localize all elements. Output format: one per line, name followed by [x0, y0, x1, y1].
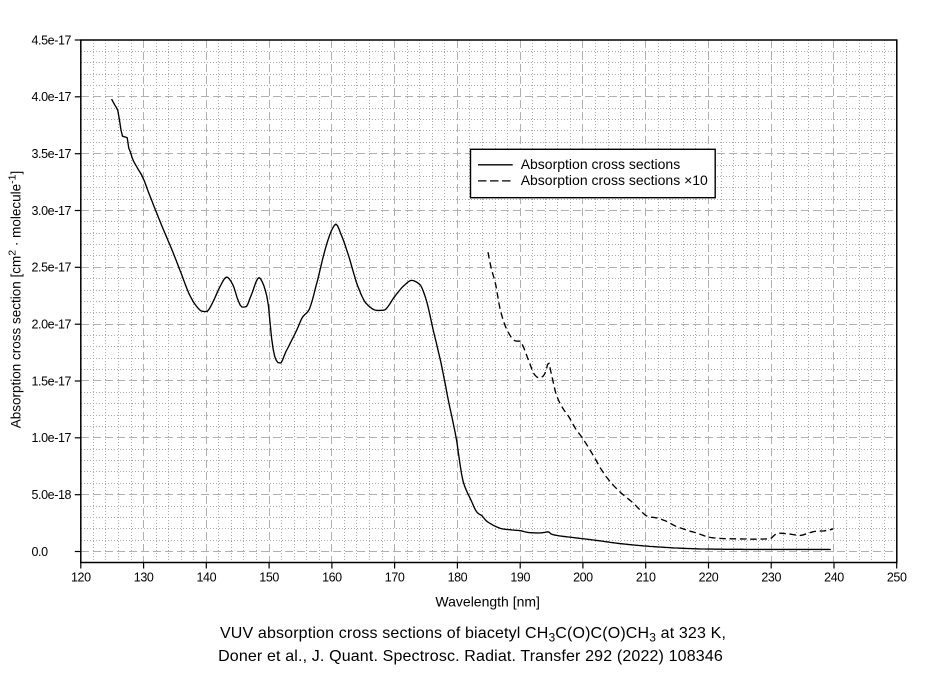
svg-text:1.0e-17: 1.0e-17 [32, 431, 72, 445]
svg-text:140: 140 [196, 571, 216, 585]
svg-text:Absorption cross sections ×10: Absorption cross sections ×10 [521, 172, 708, 188]
svg-text:170: 170 [385, 571, 405, 585]
svg-text:5.0e-18: 5.0e-18 [32, 488, 72, 502]
svg-text:240: 240 [824, 571, 844, 585]
svg-text:Wavelength [nm]: Wavelength [nm] [435, 593, 540, 609]
svg-text:3.0e-17: 3.0e-17 [32, 204, 72, 218]
svg-text:210: 210 [636, 571, 656, 585]
svg-text:230: 230 [761, 571, 781, 585]
svg-text:0.0: 0.0 [32, 545, 49, 559]
svg-text:2.0e-17: 2.0e-17 [32, 318, 72, 332]
svg-text:1.5e-17: 1.5e-17 [32, 374, 72, 388]
svg-text:180: 180 [448, 571, 468, 585]
svg-text:Absorption cross sections: Absorption cross sections [521, 156, 681, 172]
svg-text:160: 160 [322, 571, 342, 585]
svg-text:130: 130 [134, 571, 154, 585]
svg-text:150: 150 [259, 571, 279, 585]
svg-text:120: 120 [71, 571, 91, 585]
svg-text:4.5e-17: 4.5e-17 [32, 33, 72, 47]
svg-text:Absorption cross section [cm2: Absorption cross section [cm2 · molecule… [7, 171, 24, 429]
svg-text:250: 250 [887, 571, 907, 585]
svg-text:Doner et al., J. Quant. Spectr: Doner et al., J. Quant. Spectrosc. Radia… [218, 648, 723, 665]
svg-text:VUV absorption cross sections: VUV absorption cross sections of biacety… [220, 625, 726, 645]
svg-text:3.5e-17: 3.5e-17 [32, 147, 72, 161]
svg-text:220: 220 [699, 571, 719, 585]
svg-text:2.5e-17: 2.5e-17 [32, 261, 72, 275]
svg-text:190: 190 [510, 571, 530, 585]
svg-text:4.0e-17: 4.0e-17 [32, 90, 72, 104]
svg-text:200: 200 [573, 571, 593, 585]
